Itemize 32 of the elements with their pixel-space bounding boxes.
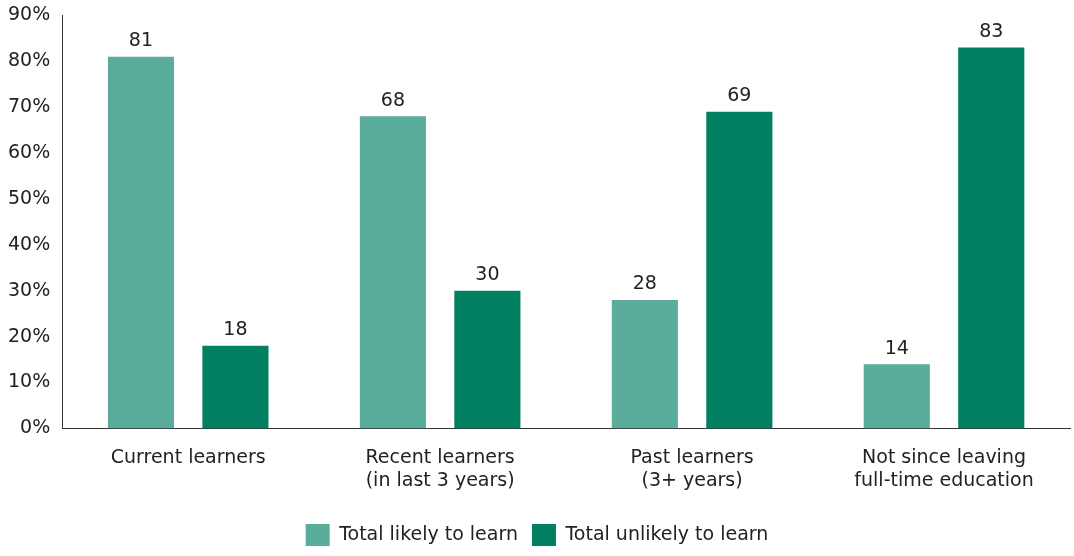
y-tick-label: 70% — [8, 94, 51, 117]
bar — [202, 345, 269, 429]
y-tick-label: 40% — [8, 231, 51, 254]
x-tick-label: Not since leaving full-time education — [854, 444, 1034, 490]
x-tick-label: Current learners — [110, 444, 266, 467]
data-label: 18 — [223, 317, 248, 340]
bar — [863, 364, 930, 429]
x-tick-label: Recent learners (in last 3 years) — [365, 444, 515, 490]
y-tick-label: 50% — [8, 185, 51, 208]
legend-label: Total likely to learn — [338, 521, 518, 544]
bar — [359, 116, 426, 429]
data-label: 81 — [128, 28, 154, 51]
data-label: 68 — [380, 87, 405, 110]
y-tick-label: 60% — [8, 140, 51, 162]
y-tick-label: 30% — [8, 277, 51, 300]
y-tick-label: 80% — [8, 48, 51, 71]
y-tick-label: 0% — [20, 415, 51, 438]
y-tick-label: 10% — [8, 369, 51, 392]
bar — [107, 56, 175, 429]
x-tick-label: Past learners (3+ years) — [630, 444, 754, 490]
bar — [958, 47, 1025, 429]
bar — [706, 111, 773, 429]
y-tick-label: 90% — [8, 2, 51, 25]
data-label: 30 — [475, 262, 500, 285]
data-label: 83 — [979, 18, 1004, 41]
y-tick-label: 20% — [8, 323, 51, 346]
data-label: 69 — [727, 83, 752, 106]
bar — [611, 299, 678, 429]
bar — [454, 290, 521, 429]
legend-label: Total unlikely to learn — [564, 521, 769, 544]
data-label: 14 — [884, 335, 909, 358]
data-label: 28 — [632, 271, 657, 294]
